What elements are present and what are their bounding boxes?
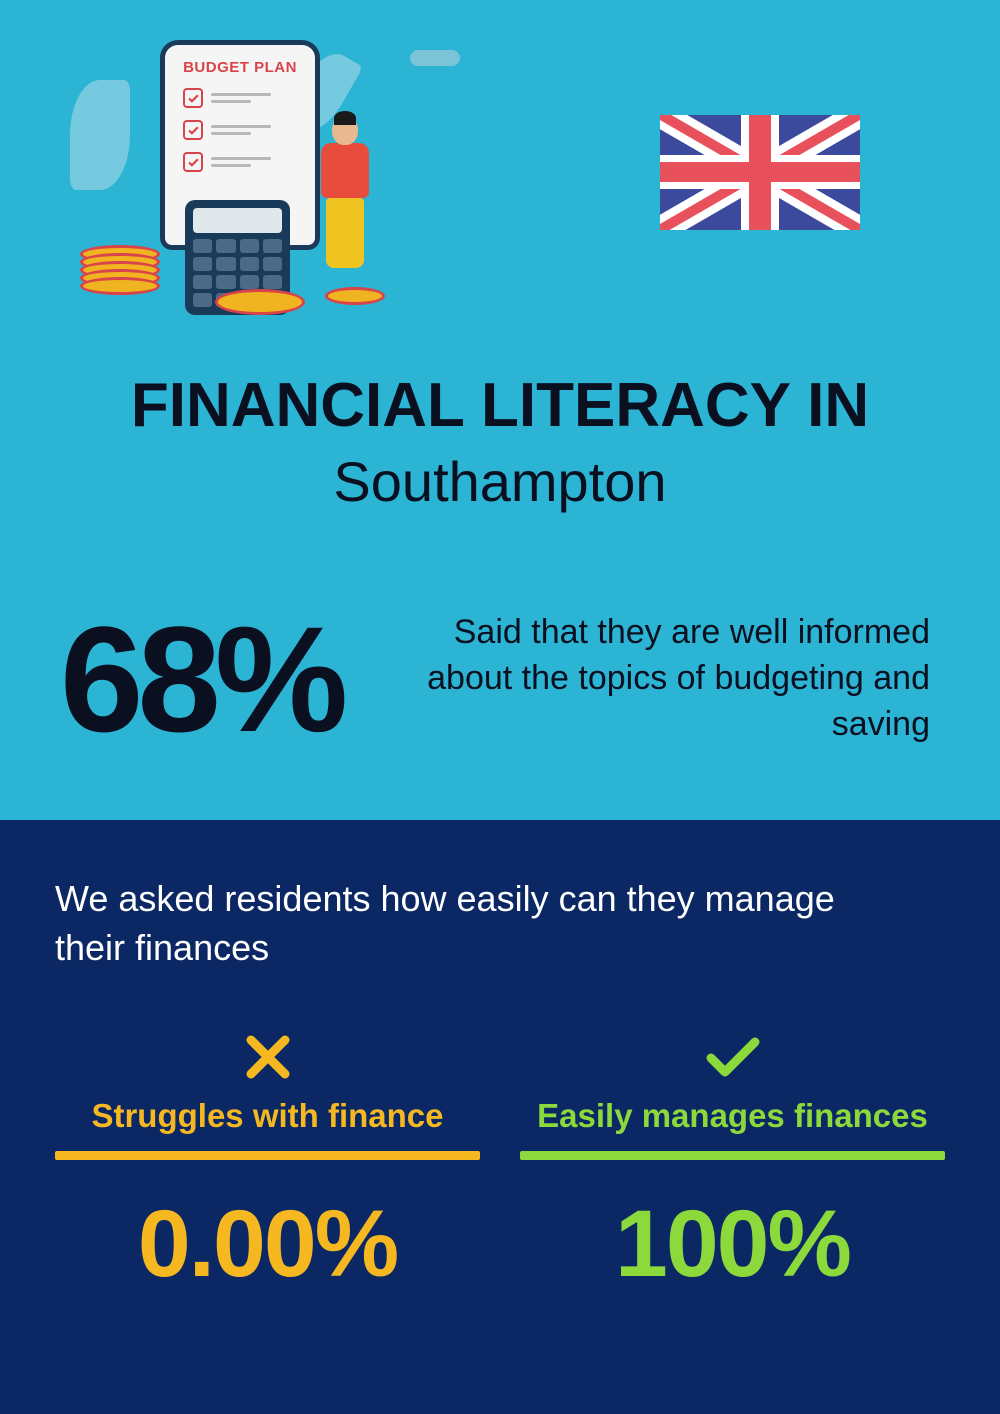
clipboard-label: BUDGET PLAN — [165, 59, 315, 76]
struggles-percentage: 0.00% — [55, 1190, 480, 1299]
top-section: BUDGET PLAN — [0, 0, 1000, 820]
survey-question: We asked residents how easily can they m… — [55, 875, 835, 972]
headline-percentage: 68% — [60, 604, 342, 754]
manages-label: Easily manages finances — [520, 1097, 945, 1135]
cloud-decor — [410, 50, 460, 66]
coin-icon — [215, 289, 305, 315]
manages-divider — [520, 1151, 945, 1160]
check-icon — [520, 1027, 945, 1087]
title-main: FINANCIAL LITERACY IN — [60, 370, 940, 441]
struggles-divider — [55, 1151, 480, 1160]
coins-icon — [80, 255, 160, 295]
struggles-column: Struggles with finance 0.00% — [55, 1027, 480, 1299]
flag-container — [660, 115, 860, 230]
title-block: FINANCIAL LITERACY IN Southampton — [60, 370, 940, 514]
person-icon — [310, 115, 380, 295]
header-row: BUDGET PLAN — [60, 30, 940, 330]
survey-results: Struggles with finance 0.00% Easily mana… — [55, 1027, 945, 1299]
struggles-label: Struggles with finance — [55, 1097, 480, 1135]
bottom-section: We asked residents how easily can they m… — [0, 820, 1000, 1414]
headline-stat: 68% Said that they are well informed abo… — [60, 604, 940, 754]
uk-flag-icon — [660, 115, 860, 230]
title-sub: Southampton — [60, 449, 940, 514]
headline-description: Said that they are well informed about t… — [362, 610, 940, 748]
manages-column: Easily manages finances 100% — [520, 1027, 945, 1299]
cross-icon — [55, 1027, 480, 1087]
budget-illustration: BUDGET PLAN — [60, 30, 400, 320]
manages-percentage: 100% — [520, 1190, 945, 1299]
